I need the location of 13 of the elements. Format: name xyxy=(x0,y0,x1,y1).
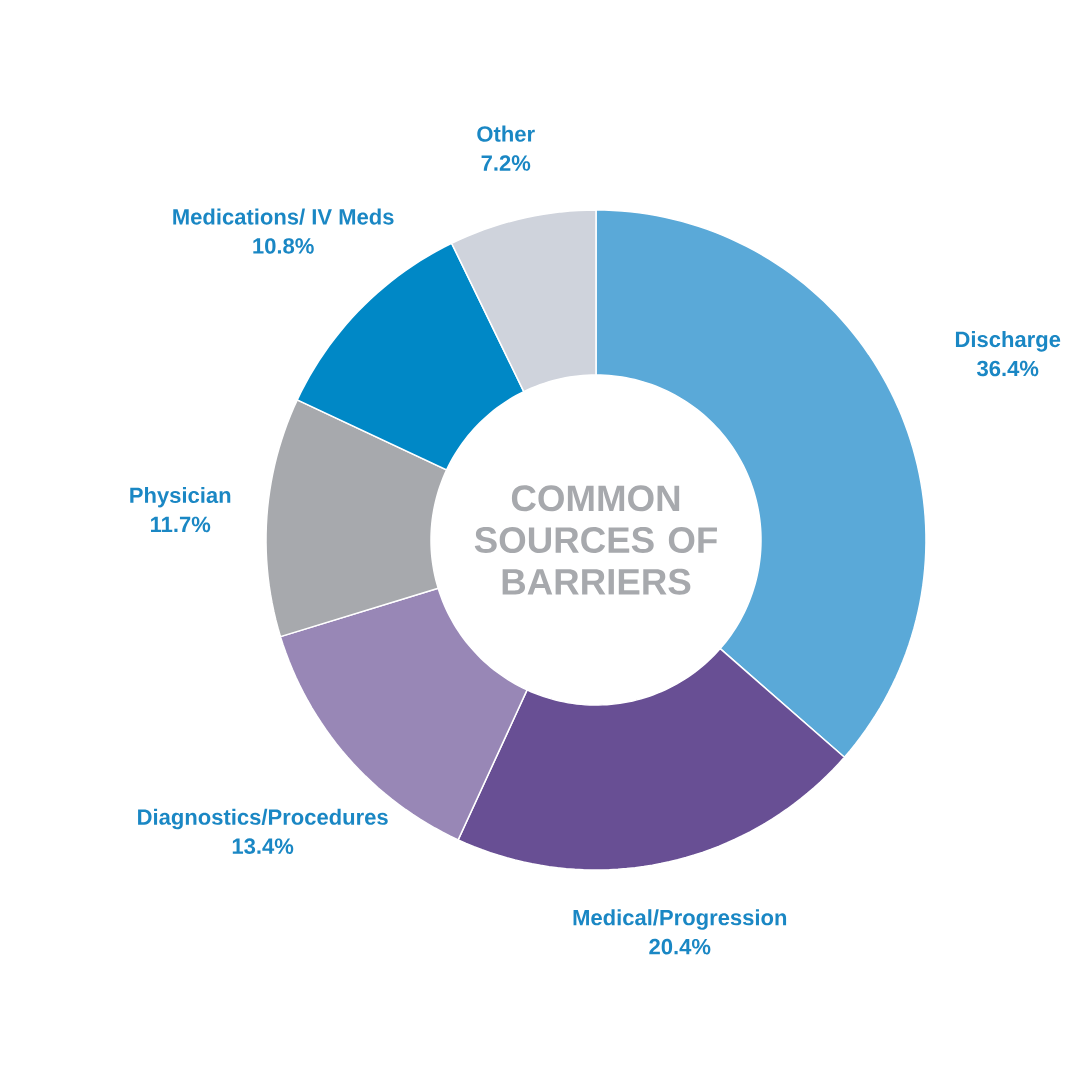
slice-label: Medications/ IV Meds xyxy=(173,208,394,225)
data-label: 11.7% xyxy=(150,516,211,533)
slice-label: Diagnostics/Procedures xyxy=(138,808,388,830)
data-label: 10.8% xyxy=(253,238,314,254)
data-label: 36.4% xyxy=(977,360,1039,377)
slice-label: Discharge xyxy=(955,331,1061,352)
data-label: 7.2% xyxy=(481,155,531,171)
data-label: 20.4% xyxy=(649,938,711,955)
data-label: 13.4% xyxy=(232,838,294,854)
slice-label: Other xyxy=(477,125,535,142)
slice-label: Physician xyxy=(130,486,231,508)
text: COMMON SOURCES OF BARRIERS xyxy=(474,485,717,595)
slice-label: Medical/Progression xyxy=(573,909,787,930)
